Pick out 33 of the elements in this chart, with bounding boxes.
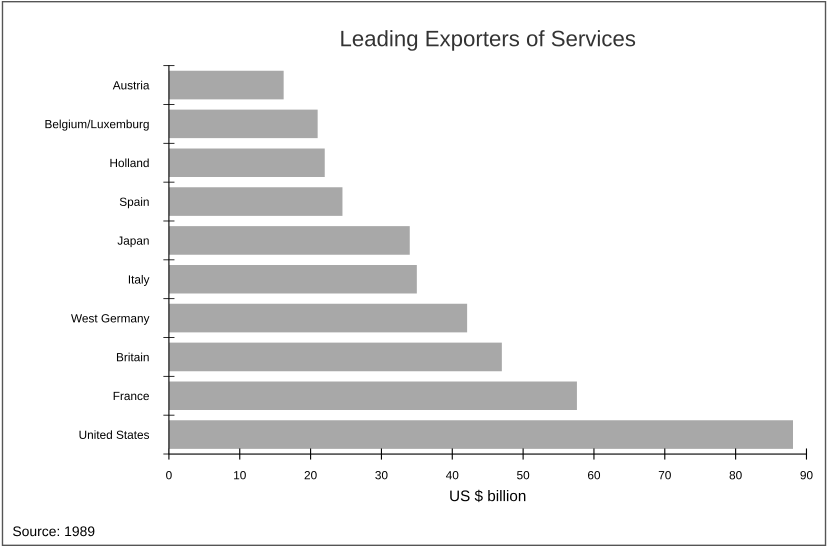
chart-title: Leading Exporters of Services	[341, 30, 636, 51]
x-tick-label: 50	[517, 470, 530, 480]
x-tick-label: 90	[800, 470, 813, 480]
bar	[168, 304, 468, 332]
bar	[168, 226, 410, 255]
x-axis-title: US $ billion	[450, 490, 526, 502]
y-tick-label: Italy	[128, 274, 150, 286]
x-tick-label: 60	[588, 470, 600, 480]
bar	[168, 70, 284, 100]
bar	[168, 148, 325, 178]
y-tick-label: Japan	[117, 236, 149, 248]
bar	[168, 187, 342, 216]
x-tick-label: 30	[375, 470, 388, 480]
y-tick-label: Belgium/Luxemburg	[45, 120, 149, 131]
y-tick-label: Holland	[110, 158, 149, 168]
bar	[168, 342, 502, 372]
bar	[168, 264, 417, 294]
bar	[168, 381, 577, 410]
x-tick-label: 0	[166, 470, 172, 480]
x-tick-label: 20	[304, 470, 317, 480]
bar	[168, 110, 318, 138]
bar	[168, 420, 793, 449]
y-tick-label: Spain	[120, 197, 149, 208]
y-tick-label: West Germany	[71, 314, 150, 325]
x-tick-label: 80	[730, 470, 742, 480]
x-tick-label: 10	[234, 470, 246, 480]
y-tick-label: Austria	[112, 80, 150, 90]
x-tick-label: 70	[658, 470, 671, 480]
source-note: Source: 1989	[13, 526, 94, 536]
x-tick-label: 40	[446, 470, 458, 480]
y-tick-label: Britain	[116, 352, 149, 362]
y-tick-label: France	[114, 392, 149, 400]
y-tick-label: United States	[80, 430, 150, 439]
